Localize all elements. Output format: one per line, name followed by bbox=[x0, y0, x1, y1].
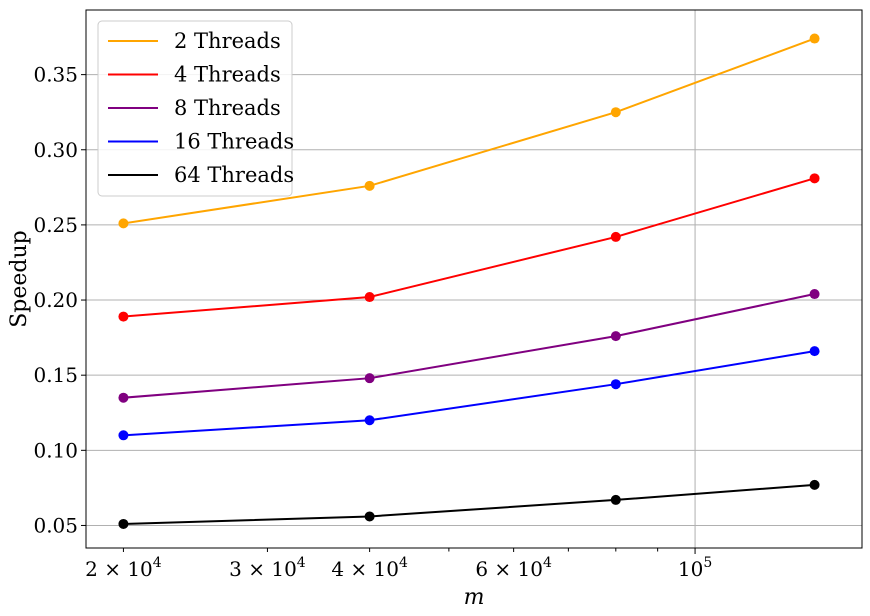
data-point bbox=[610, 494, 621, 505]
x-tick-label: 2 × 104 bbox=[85, 555, 162, 581]
data-point bbox=[364, 373, 375, 384]
legend-label: 2 Threads bbox=[174, 29, 281, 53]
x-tick-label: 6 × 104 bbox=[475, 555, 552, 581]
data-point bbox=[364, 180, 375, 191]
data-point bbox=[809, 479, 820, 490]
data-point bbox=[610, 379, 621, 390]
series-line bbox=[123, 37, 815, 225]
x-tick-label: 105 bbox=[678, 555, 712, 581]
x-axis-label: m bbox=[464, 585, 485, 610]
plot-frame bbox=[85, 9, 863, 549]
y-tick-label: 0.10 bbox=[33, 438, 78, 462]
data-point bbox=[118, 518, 129, 529]
y-axis-label: Speedup bbox=[7, 230, 32, 328]
data-point bbox=[809, 289, 820, 300]
data-point bbox=[809, 173, 820, 184]
data-point bbox=[118, 392, 129, 403]
series-4-threads bbox=[118, 173, 820, 322]
data-point bbox=[610, 331, 621, 342]
x-tick-label: 3 × 104 bbox=[229, 555, 306, 581]
data-point bbox=[809, 33, 820, 44]
legend-label: 64 Threads bbox=[174, 163, 294, 187]
series-line bbox=[123, 293, 815, 399]
series-8-threads bbox=[118, 289, 820, 403]
data-point bbox=[809, 346, 820, 357]
legend-label: 4 Threads bbox=[174, 63, 281, 87]
y-tick-label: 0.20 bbox=[33, 288, 78, 312]
series-line bbox=[123, 177, 815, 318]
legend-label: 16 Threads bbox=[174, 130, 294, 154]
data-point bbox=[118, 430, 129, 441]
data-point bbox=[610, 231, 621, 242]
data-point bbox=[364, 415, 375, 426]
y-tick-label: 0.25 bbox=[33, 213, 78, 237]
data-point bbox=[364, 292, 375, 303]
series-64-threads bbox=[118, 479, 820, 529]
y-tick-label: 0.05 bbox=[33, 513, 78, 537]
x-tick-label: 4 × 104 bbox=[331, 555, 408, 581]
data-point bbox=[118, 218, 129, 229]
series-line bbox=[123, 483, 815, 525]
y-tick-label: 0.30 bbox=[33, 138, 78, 162]
series-line bbox=[123, 350, 815, 437]
series-2-threads bbox=[118, 33, 820, 229]
series-lines bbox=[118, 33, 820, 529]
y-tick-label: 0.15 bbox=[33, 363, 78, 387]
legend-box bbox=[97, 20, 293, 197]
legend: 2 Threads 4 Threads 8 Threads 16 Threads 64 … bbox=[97, 20, 294, 197]
series-16-threads bbox=[118, 346, 820, 441]
data-point bbox=[118, 311, 129, 322]
data-point bbox=[610, 107, 621, 118]
data-point bbox=[364, 511, 375, 522]
legend-label: 8 Threads bbox=[174, 96, 281, 120]
y-tick-label: 0.35 bbox=[33, 63, 78, 87]
axis-ticks: 0.05 0.10 0.15 0.20 0.25 0.30 0.35 2 × 104 3 × 1… bbox=[33, 63, 712, 581]
